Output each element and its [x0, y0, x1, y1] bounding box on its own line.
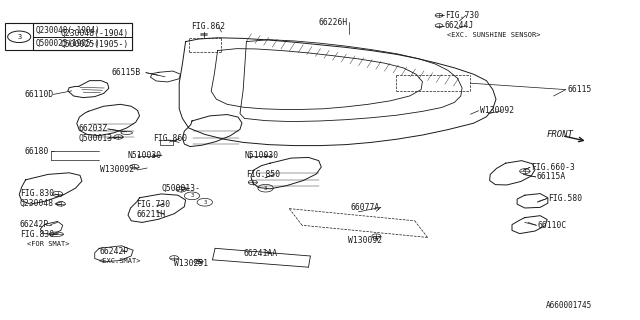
Text: FIG.730: FIG.730	[445, 11, 479, 20]
Text: Q500025(1905-): Q500025(1905-)	[61, 40, 129, 49]
Text: Q500025(1905-): Q500025(1905-)	[36, 39, 100, 48]
Text: <EXC.SMAT>: <EXC.SMAT>	[99, 259, 141, 264]
Text: 66241AA: 66241AA	[244, 249, 278, 258]
Text: Q230048(-1904): Q230048(-1904)	[61, 28, 129, 37]
Text: 66242P: 66242P	[99, 247, 129, 256]
Text: 66211H: 66211H	[136, 210, 166, 219]
Text: 66242P: 66242P	[20, 220, 49, 229]
Text: Q500013-: Q500013-	[79, 134, 118, 143]
Text: FIG.850: FIG.850	[246, 170, 280, 179]
Text: W130092: W130092	[348, 236, 381, 245]
Text: 3: 3	[190, 193, 194, 198]
Text: 66115A: 66115A	[537, 172, 566, 181]
Text: 3: 3	[203, 200, 207, 205]
Text: 66203Z: 66203Z	[79, 124, 108, 133]
Bar	[160, 140, 173, 145]
Text: FIG.860: FIG.860	[153, 134, 187, 143]
Text: A660001745: A660001745	[546, 301, 592, 310]
Text: W130092: W130092	[100, 165, 134, 174]
Text: 3: 3	[17, 34, 21, 40]
Text: FIG.830: FIG.830	[20, 189, 54, 198]
Text: Q230048(-1904): Q230048(-1904)	[36, 26, 100, 35]
Text: 66226H: 66226H	[319, 18, 348, 27]
Text: 66115: 66115	[567, 85, 591, 94]
Text: 66180: 66180	[24, 147, 49, 156]
Text: <EXC. SUNSHINE SENSOR>: <EXC. SUNSHINE SENSOR>	[447, 32, 540, 38]
Text: FIG.660-3: FIG.660-3	[531, 163, 575, 172]
Text: W130092: W130092	[480, 106, 514, 115]
Text: Q230048: Q230048	[20, 199, 54, 208]
Text: FIG.830-: FIG.830-	[20, 230, 59, 239]
Text: N510030: N510030	[244, 151, 278, 160]
Text: 66077A: 66077A	[351, 203, 380, 212]
Text: <FOR SMAT>: <FOR SMAT>	[27, 241, 69, 247]
Bar	[5, 23, 132, 50]
Text: 66110C: 66110C	[538, 221, 567, 230]
Text: FIG.580: FIG.580	[548, 194, 582, 203]
Text: FIG.862: FIG.862	[191, 22, 225, 31]
Text: 3: 3	[264, 186, 268, 191]
Text: N510030: N510030	[127, 151, 161, 160]
Text: Q500013-: Q500013-	[162, 184, 201, 193]
Text: FIG.730: FIG.730	[136, 200, 170, 209]
Text: 66115B: 66115B	[112, 68, 141, 77]
Text: W130251: W130251	[174, 259, 208, 268]
Text: 66110D: 66110D	[24, 90, 54, 99]
Bar	[33, 23, 132, 50]
Text: 66244J: 66244J	[445, 21, 474, 30]
Text: FRONT: FRONT	[547, 130, 573, 139]
